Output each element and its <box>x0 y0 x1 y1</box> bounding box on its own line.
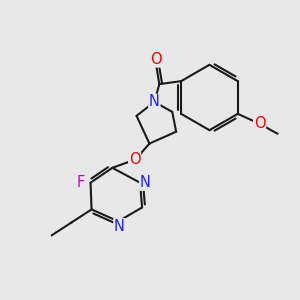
Text: N: N <box>140 175 151 190</box>
Text: F: F <box>76 175 85 190</box>
Text: O: O <box>254 116 266 131</box>
Text: O: O <box>129 152 140 167</box>
Text: N: N <box>114 219 125 234</box>
Text: O: O <box>151 52 162 67</box>
Text: N: N <box>149 94 160 110</box>
